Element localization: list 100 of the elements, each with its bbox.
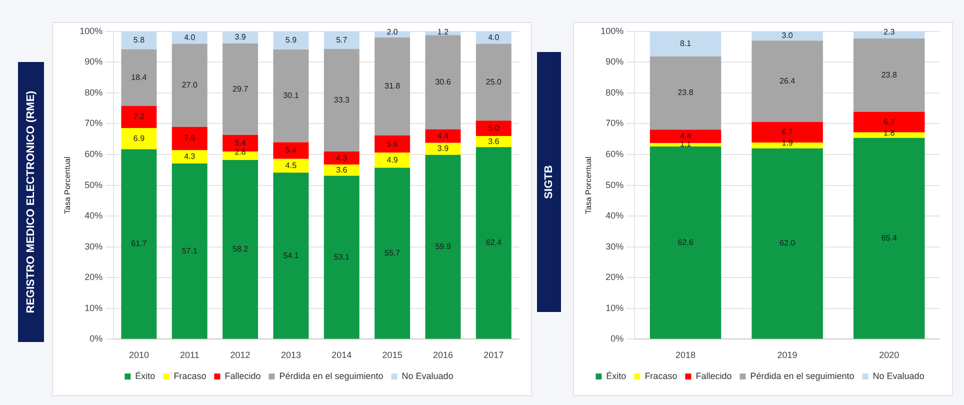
bar <box>425 129 461 143</box>
y-tick-label: 100% <box>80 26 103 36</box>
bar <box>374 38 410 136</box>
bar <box>476 147 512 339</box>
bar <box>222 160 258 339</box>
bar <box>374 152 410 168</box>
bar <box>121 31 157 50</box>
x-tick-label: 2011 <box>180 350 200 360</box>
data-label: 33.3 <box>334 95 350 104</box>
bar <box>650 146 722 339</box>
bar <box>273 172 309 339</box>
x-tick-label: 2014 <box>332 350 352 360</box>
data-label: 5.4 <box>234 138 246 148</box>
data-label: 3.9 <box>437 144 450 154</box>
y-tick-label: 80% <box>606 87 624 98</box>
y-tick-label: 10% <box>606 302 624 313</box>
data-label: 6.7 <box>884 117 896 126</box>
y-tick-label: 30% <box>84 241 103 252</box>
y-tick-label: 0% <box>90 334 103 344</box>
data-label: 5.0 <box>488 124 500 133</box>
x-tick-label: 2018 <box>676 350 696 360</box>
y-tick-label: 10% <box>84 302 103 313</box>
data-label: 3.6 <box>336 165 348 174</box>
x-tick-label: 2015 <box>382 350 402 360</box>
data-label: 3.9 <box>234 32 246 42</box>
data-label: 4.0 <box>184 32 196 42</box>
legend-label: Fracaso <box>174 370 206 381</box>
data-label: 2.0 <box>386 28 398 37</box>
data-label: 4.5 <box>285 160 298 170</box>
data-label: 4.3 <box>336 153 348 162</box>
bar <box>425 142 461 155</box>
bar <box>650 56 722 130</box>
data-label: 1.2 <box>437 28 450 37</box>
data-label: 23.8 <box>881 70 898 80</box>
data-label: 7.6 <box>184 134 196 143</box>
bar <box>425 154 461 339</box>
bar <box>121 128 157 150</box>
data-label: 62.0 <box>780 238 796 248</box>
data-label: 5.4 <box>285 146 298 155</box>
bar <box>476 44 512 121</box>
data-label: 27.0 <box>182 80 198 90</box>
bar <box>222 43 258 135</box>
y-tick-label: 50% <box>84 180 103 190</box>
legend-label: Éxito <box>606 370 626 381</box>
bar <box>172 126 208 150</box>
legend-label: Fracaso <box>644 370 678 381</box>
bar <box>273 158 309 173</box>
bar <box>374 168 410 339</box>
legend-label: Fallecido <box>224 370 261 381</box>
data-label: 55.7 <box>384 248 401 258</box>
data-label: 53.1 <box>334 252 350 262</box>
bar <box>121 106 157 128</box>
bar <box>172 150 208 164</box>
legend-label: Éxito <box>135 370 156 381</box>
data-label: 5.7 <box>336 35 348 44</box>
bar <box>172 31 208 44</box>
bar <box>650 143 722 147</box>
x-tick-label: 2012 <box>230 350 250 360</box>
bar <box>650 31 722 56</box>
data-label: 5.6 <box>386 139 398 148</box>
data-label: 30.1 <box>283 91 300 100</box>
y-tick-label: 90% <box>606 56 624 67</box>
data-label: 31.8 <box>384 82 401 91</box>
bar <box>222 31 258 44</box>
y-tick-label: 40% <box>606 210 624 221</box>
data-label: 23.8 <box>678 88 694 98</box>
data-label: 7.2 <box>133 112 146 122</box>
bar <box>752 40 823 122</box>
y-tick-label: 0% <box>610 334 624 344</box>
data-label: 59.9 <box>435 242 452 251</box>
bar <box>273 31 309 50</box>
y-tick-label: 60% <box>84 149 103 160</box>
data-label: 54.1 <box>283 250 300 260</box>
data-label: 5.9 <box>285 36 298 45</box>
y-tick-label: 80% <box>84 87 103 98</box>
data-label: 29.7 <box>232 84 249 94</box>
y-tick-label: 70% <box>606 118 624 128</box>
data-label: 62.6 <box>678 238 694 247</box>
y-tick-label: 20% <box>606 272 624 282</box>
y-tick-label: 50% <box>606 180 624 190</box>
bar <box>476 31 512 44</box>
bar <box>853 138 925 339</box>
data-label: 61.7 <box>131 239 148 248</box>
y-tick-label: 20% <box>84 272 103 282</box>
legend-label: Pérdida en el seguimiento <box>279 370 384 381</box>
bar <box>324 48 360 152</box>
data-label: 4.9 <box>386 155 398 164</box>
x-tick-label: 2016 <box>432 350 454 360</box>
bar <box>853 38 925 112</box>
data-label: 4.4 <box>680 132 692 141</box>
bar <box>273 142 309 159</box>
y-tick-label: 90% <box>84 56 103 67</box>
legend-label: No Evaluado <box>402 370 454 381</box>
bar <box>476 120 512 136</box>
y-tick-label: 70% <box>84 118 103 128</box>
bar <box>324 164 360 176</box>
data-label: 4.0 <box>488 32 500 42</box>
x-tick-label: 2019 <box>777 350 798 360</box>
bar <box>172 44 208 127</box>
data-label: 57.1 <box>182 246 198 256</box>
